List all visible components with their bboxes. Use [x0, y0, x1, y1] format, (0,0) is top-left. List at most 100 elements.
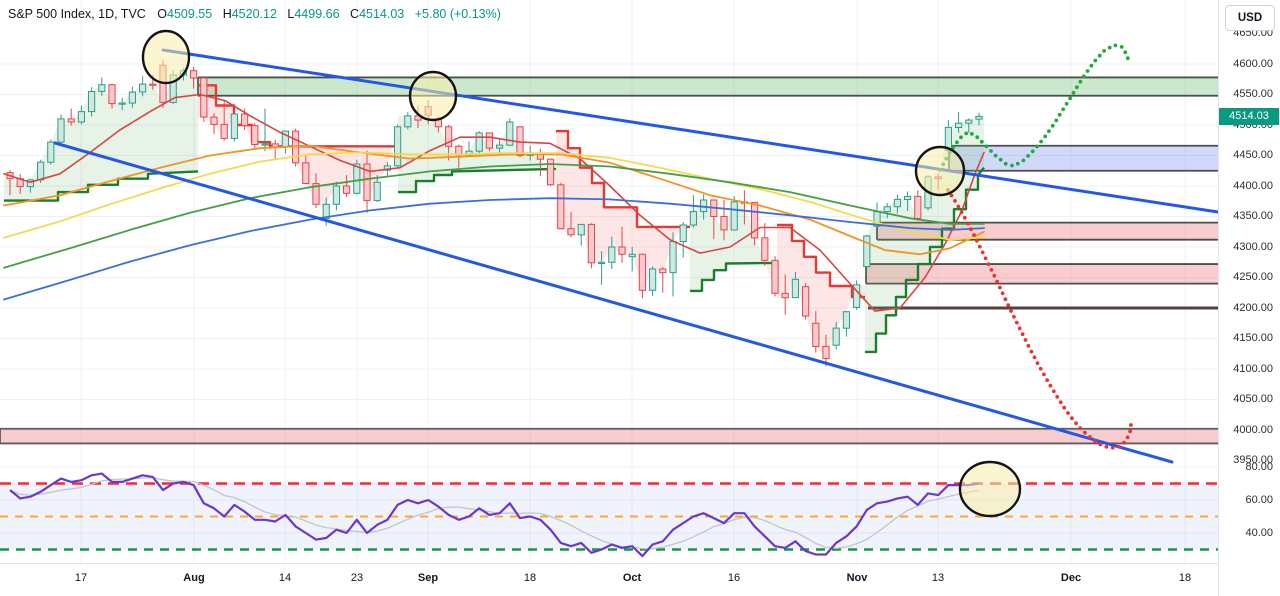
candle — [67, 108, 75, 126]
time-axis-label: Oct — [622, 572, 642, 584]
candle — [261, 108, 269, 152]
supertrend-fill — [777, 225, 865, 359]
price-axis-label: 4000.00 — [1233, 423, 1273, 436]
rsi-axis-label: 60.00 — [1245, 493, 1273, 506]
high-label: H — [222, 7, 232, 21]
candle — [587, 223, 595, 269]
candle — [26, 178, 34, 193]
time-axis-label: Sep — [417, 572, 439, 584]
change-value: +5.80 (+0.13%) — [414, 7, 501, 21]
candle — [230, 113, 239, 142]
candle — [332, 181, 340, 211]
candle — [373, 175, 381, 202]
candle — [343, 175, 351, 197]
candle — [547, 158, 555, 186]
rsi-signal-line — [9, 476, 980, 550]
supertrend-line-up — [398, 167, 557, 194]
candle — [404, 112, 412, 130]
candle — [139, 76, 147, 97]
highlight-circle-nov-breakout[interactable] — [914, 145, 966, 197]
rsi-axis-label: 80.00 — [1245, 460, 1273, 473]
last-price-badge: 4514.03 — [1219, 107, 1279, 125]
ema-fast-red — [3, 93, 985, 312]
candle — [251, 123, 259, 149]
price-axis-label: 4150.00 — [1233, 332, 1273, 344]
time-axis-label: 23 — [350, 572, 364, 584]
candle — [649, 266, 657, 296]
supertrend-line-down — [556, 129, 690, 229]
currency-button[interactable]: USD — [1225, 5, 1275, 31]
candle — [832, 322, 840, 350]
price-axis-label: 4450.00 — [1233, 149, 1273, 161]
candle — [220, 100, 228, 141]
candle — [190, 67, 198, 89]
candle — [842, 311, 850, 337]
candle — [608, 236, 616, 269]
close-label: C — [350, 7, 360, 21]
candle — [802, 282, 810, 320]
candle — [914, 190, 922, 221]
candle — [791, 272, 799, 299]
price-axis-label: 4300.00 — [1233, 240, 1273, 253]
highlight-circle-sep-test[interactable] — [408, 70, 458, 122]
candle — [689, 195, 697, 228]
open-label: O — [157, 7, 168, 21]
candle — [47, 139, 55, 165]
candle — [965, 118, 973, 133]
candle — [638, 253, 646, 299]
close-value: 4514.03 — [359, 7, 405, 21]
price-axis-label: 4100.00 — [1233, 362, 1273, 375]
supertrend-fill — [4, 70, 198, 201]
candle — [292, 128, 300, 167]
candle — [761, 223, 769, 266]
candle — [883, 203, 891, 219]
candle — [659, 267, 667, 293]
symbol-legend[interactable]: S&P 500 Index, 1D, TVC O4509.55 H4520.12… — [8, 7, 501, 21]
candle — [363, 150, 371, 213]
price-axis-label: 4050.00 — [1233, 393, 1273, 405]
candle — [822, 334, 830, 367]
rsi-pane — [0, 466, 1218, 558]
low-label: L — [287, 7, 295, 21]
highlight-circle-july-peak[interactable] — [141, 29, 191, 85]
candle — [557, 182, 565, 230]
upper-descending-trendline[interactable] — [161, 48, 1218, 214]
candle — [475, 131, 483, 154]
price-axis-label: 4600.00 — [1233, 57, 1273, 70]
time-axis[interactable]: 17 Aug 14 23 Sep 18 Oct 16 Nov 13 Dec 18 — [0, 563, 1218, 596]
candle — [496, 137, 504, 154]
candle — [108, 83, 116, 109]
chart-canvas[interactable] — [0, 0, 1218, 563]
price-axis-label: 3950.00 — [1233, 454, 1273, 466]
support-red-1[interactable] — [876, 221, 1218, 241]
candle — [394, 124, 402, 168]
time-axis-label: 14 — [278, 572, 292, 584]
candle — [88, 87, 96, 117]
candle — [598, 251, 606, 285]
candle — [975, 112, 983, 126]
candle — [812, 311, 820, 353]
candle — [271, 139, 279, 160]
candle — [771, 256, 779, 297]
supply-blue[interactable] — [948, 144, 1218, 172]
price-pane — [0, 43, 1218, 464]
support-red-bottom[interactable] — [0, 427, 1218, 445]
time-axis-label: 13 — [931, 572, 945, 584]
symbol-title: S&P 500 Index, 1D, TVC — [8, 7, 146, 21]
open-value: 4509.55 — [167, 7, 213, 21]
ema-yellow — [3, 151, 985, 241]
ema-orange — [3, 144, 985, 256]
candle — [955, 112, 963, 133]
time-axis-label: 17 — [74, 572, 88, 584]
candle — [128, 86, 137, 108]
price-axis[interactable]: USD 4650.004600.004550.004500.004450.004… — [1218, 0, 1280, 596]
candle — [312, 173, 320, 208]
highlight-circle-rsi[interactable] — [958, 460, 1022, 518]
lower-descending-trendline[interactable] — [53, 141, 1174, 464]
candle — [679, 221, 687, 258]
candle — [200, 76, 208, 122]
chart-svg[interactable] — [0, 0, 1218, 563]
supertrend-line-down — [777, 223, 865, 299]
supertrend-fill — [198, 85, 398, 205]
